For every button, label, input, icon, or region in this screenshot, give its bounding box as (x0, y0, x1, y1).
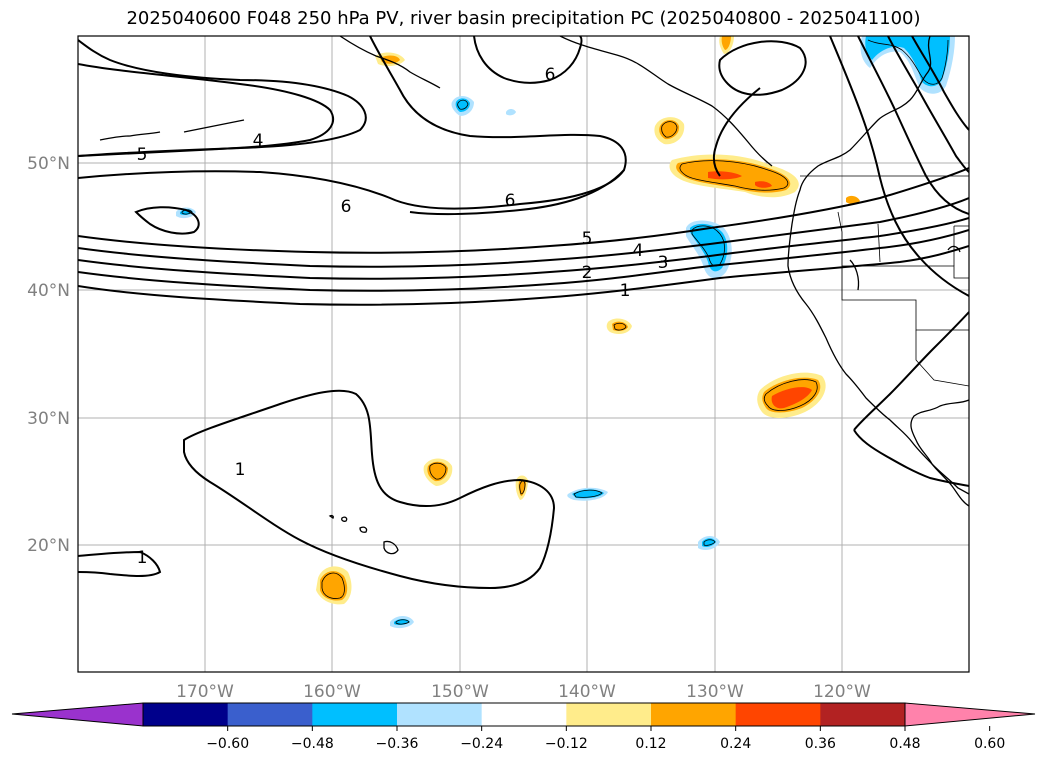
colorbar-segment (820, 703, 906, 726)
lon-tick: 150°W (431, 682, 489, 702)
lat-tick: 30°N (27, 409, 70, 429)
map-background (78, 36, 969, 672)
colorbar-tick-label: −0.48 (291, 736, 334, 752)
lon-tick: 120°W (813, 682, 871, 702)
lon-tick-labels: 170°W 160°W 150°W 140°W 130°W 120°W (176, 682, 871, 702)
contour-label: 6 (341, 197, 352, 217)
colorbar-segment (397, 703, 483, 726)
coastlines (99, 36, 969, 555)
colorbar: −0.60 −0.48 −0.36 −0.24 −0.12 0.12 0.24 0.36 0.4… (11, 702, 1036, 752)
lat-tick: 50°N (27, 154, 70, 174)
colorbar-segment (12, 703, 143, 726)
lat-tick: 40°N (27, 281, 70, 301)
contour-label: 6 (505, 191, 516, 211)
contour-label: 2 (582, 263, 593, 283)
borders (800, 175, 969, 387)
contour-label: 5 (582, 229, 593, 249)
map-title: 2025040600 F048 250 hPa PV, river basin … (126, 8, 921, 29)
colorbar-segments (12, 703, 1035, 726)
colorbar-segment (735, 703, 821, 726)
colorbar-ticks: −0.60 −0.48 −0.36 −0.24 −0.12 0.12 0.24 0.36 0.4… (206, 726, 1005, 752)
colorbar-tick-label: −0.36 (376, 736, 419, 752)
contour-label: 4 (253, 131, 264, 151)
map-frame (77, 35, 970, 673)
colorbar-tick-label: 0.60 (974, 736, 1005, 752)
colorbar-segment (481, 703, 567, 726)
colorbar-tick-label: 0.24 (720, 736, 751, 752)
colorbar-tick-label: −0.12 (545, 736, 588, 752)
contour-label: 5 (137, 145, 148, 165)
colorbar-tick-label: 0.12 (635, 736, 666, 752)
lon-tick: 170°W (176, 682, 234, 702)
contour-label: 1 (137, 548, 148, 568)
colorbar-segment (905, 703, 1035, 726)
pv-contours (78, 36, 969, 590)
contour-label: 6 (545, 65, 556, 85)
contour-label: 3 (658, 253, 669, 273)
lon-tick: 140°W (558, 682, 616, 702)
colorbar-segment (143, 703, 229, 726)
contour-label: 4 (633, 241, 644, 261)
colorbar-segment (227, 703, 313, 726)
lat-tick: 20°N (27, 536, 70, 556)
colorbar-segment (651, 703, 737, 726)
lon-tick: 130°W (686, 682, 744, 702)
gridlines (78, 36, 969, 672)
lon-tick: 160°W (303, 682, 361, 702)
contour-labels: 6 4 5 6 6 5 4 3 2 1 1 1 (137, 65, 669, 568)
colorbar-tick-label: 0.48 (889, 736, 920, 752)
colorbar-segment (312, 703, 398, 726)
colorbar-tick-label: −0.24 (460, 736, 503, 752)
contour-label: 1 (620, 281, 631, 301)
colorbar-tick-label: 0.36 (805, 736, 836, 752)
colorbar-segment (566, 703, 652, 726)
colorbar-tick-label: −0.60 (206, 736, 249, 752)
map-content: 6 4 5 6 6 5 4 3 2 1 1 1 (78, 36, 969, 672)
lat-tick-labels: 50°N 40°N 30°N 20°N (27, 154, 70, 556)
colorbar-outline (142, 702, 906, 727)
contour-label: 1 (235, 460, 246, 480)
